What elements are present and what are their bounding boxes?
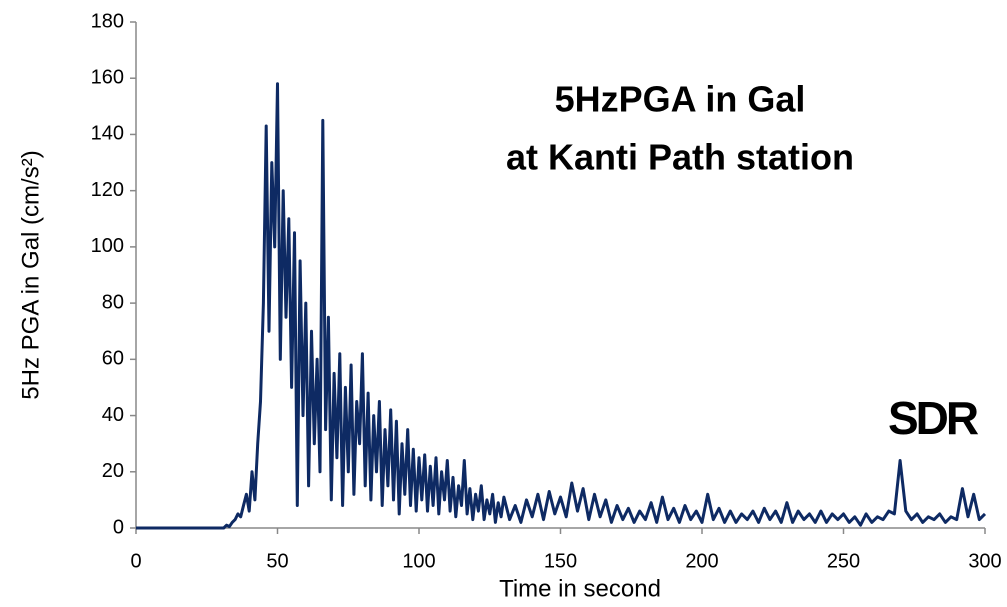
x-tick-label: 200	[685, 550, 718, 572]
data-line	[136, 82, 987, 530]
y-tick-label: 40	[102, 404, 124, 426]
x-tick-label: 250	[827, 550, 860, 572]
x-axis-label: Time in second	[499, 575, 661, 602]
chart-title: 5HzPGA in Gal	[555, 79, 806, 120]
y-tick-label: 60	[102, 348, 124, 370]
logo: SDR	[888, 392, 979, 444]
x-tick-label: 0	[130, 550, 141, 572]
y-tick-label: 140	[91, 123, 124, 145]
y-tick-label: 120	[91, 179, 124, 201]
y-axis-label: 5Hz PGA in Gal (cm/s²)	[17, 150, 44, 399]
y-tick-label: 100	[91, 235, 124, 257]
y-tick-label: 80	[102, 291, 124, 313]
x-tick-label: 300	[968, 550, 1001, 572]
x-tick-label: 50	[266, 550, 288, 572]
y-tick-label: 180	[91, 10, 124, 32]
y-tick-label: 20	[102, 460, 124, 482]
x-tick-label: 150	[544, 550, 577, 572]
x-tick-label: 100	[402, 550, 435, 572]
y-tick-label: 0	[113, 516, 124, 538]
chart-subtitle: at Kanti Path station	[506, 137, 854, 178]
y-tick-label: 160	[91, 67, 124, 89]
